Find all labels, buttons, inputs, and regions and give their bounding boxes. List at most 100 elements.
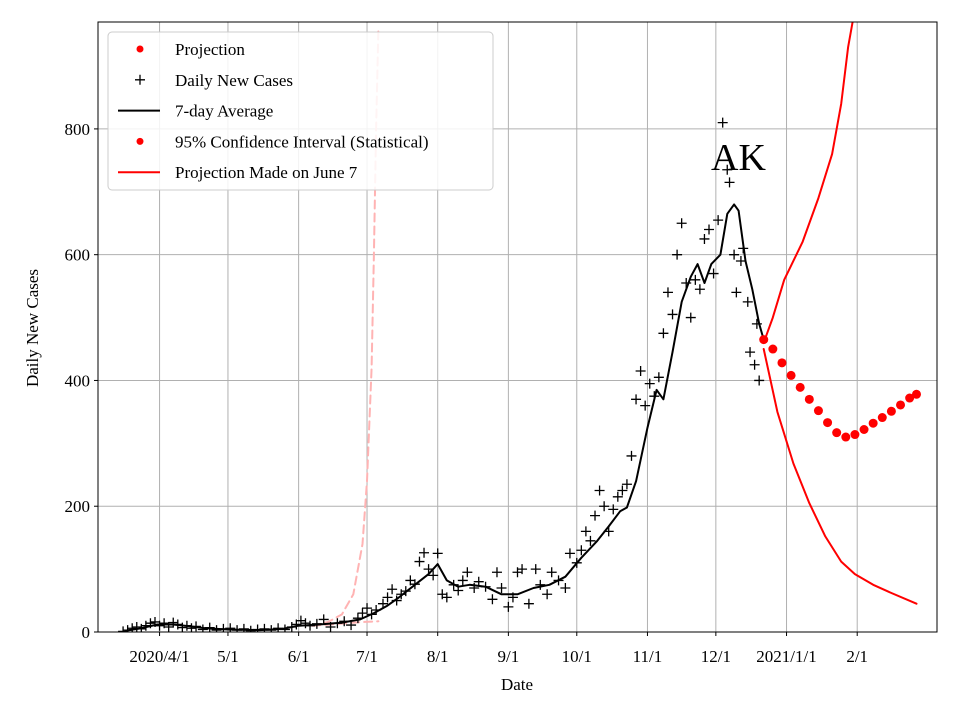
daily-new-cases-point	[357, 608, 368, 619]
legend-label-7-day-average: 7-day Average	[175, 102, 273, 121]
legend-label-daily-new-cases: Daily New Cases	[175, 71, 293, 90]
projection-point	[886, 406, 896, 416]
daily-new-cases-point	[530, 564, 541, 575]
daily-new-cases-point	[238, 623, 249, 632]
projection-point	[905, 393, 915, 403]
x-tick-label: 9/1	[498, 647, 520, 666]
daily-new-cases-point	[603, 526, 614, 537]
daily-new-cases-point	[681, 277, 692, 288]
daily-new-cases-point	[414, 556, 425, 567]
daily-new-cases-point	[409, 579, 420, 590]
daily-new-cases-point	[122, 625, 133, 632]
daily-new-cases-point	[735, 255, 746, 266]
daily-new-cases-point	[708, 268, 719, 279]
daily-new-cases-point	[590, 510, 601, 521]
daily-new-cases-point	[453, 585, 464, 596]
daily-new-cases-point	[754, 375, 765, 386]
daily-new-cases-point	[523, 598, 534, 609]
x-tick-label: 12/1	[701, 647, 731, 666]
daily-new-cases-point	[163, 621, 174, 632]
legend: Projection Daily New Cases 7-day Average 95…	[107, 31, 494, 191]
daily-new-cases-point	[635, 366, 646, 377]
daily-new-cases-point	[245, 625, 256, 632]
daily-new-cases-point	[457, 575, 468, 586]
daily-new-cases-point	[191, 621, 202, 632]
daily-new-cases-point	[377, 598, 388, 609]
daily-new-cases-point	[259, 623, 270, 632]
daily-new-cases-point	[311, 618, 322, 629]
daily-new-cases-point	[145, 618, 156, 629]
x-tick-label: 10/1	[562, 647, 592, 666]
x-tick-label: 5/1	[217, 647, 239, 666]
daily-new-cases-point	[608, 504, 619, 515]
projection-point	[813, 406, 823, 416]
legend-label-projection-made-on-june-7: Projection Made on June 7	[175, 163, 358, 182]
daily-new-cases-point	[204, 622, 215, 632]
daily-new-cases-point	[428, 570, 439, 581]
95-confidence-interval-statistical-line-lower	[762, 348, 918, 605]
daily-new-cases-point	[571, 557, 582, 568]
projection-point	[795, 382, 805, 392]
legend-label-95-confidence-interval-statistical: 95% Confidence Interval (Statistical)	[175, 132, 429, 151]
x-tick-label: 2/1	[846, 647, 868, 666]
state-annotation: AK	[711, 137, 766, 179]
daily-new-cases-point	[181, 620, 192, 631]
7-day-average-line	[124, 203, 765, 632]
daily-new-cases-point	[177, 622, 188, 632]
daily-new-cases-point	[462, 567, 473, 578]
daily-new-cases-point	[441, 592, 452, 603]
daily-new-cases-point	[731, 287, 742, 298]
daily-new-cases-point	[560, 582, 571, 593]
daily-new-cases-point	[685, 312, 696, 323]
x-tick-label: 8/1	[427, 647, 449, 666]
daily-new-cases-point	[318, 614, 329, 625]
daily-new-cases-point	[168, 617, 179, 628]
daily-new-cases-point	[667, 309, 678, 320]
daily-new-cases-point	[738, 243, 749, 254]
daily-new-cases-point	[585, 535, 596, 546]
daily-new-cases-point	[729, 249, 740, 260]
daily-new-cases-point	[496, 582, 507, 593]
daily-new-cases-point	[391, 595, 402, 606]
projection-point	[804, 394, 814, 404]
daily-new-cases-point	[480, 581, 491, 592]
y-tick-label: 600	[65, 246, 91, 265]
daily-new-cases-point	[473, 576, 484, 587]
projection-point	[786, 370, 796, 380]
daily-new-cases-point	[517, 564, 528, 575]
y-tick-label: 0	[82, 623, 91, 642]
daily-new-cases-point	[722, 164, 733, 175]
daily-new-cases-point	[676, 218, 687, 229]
daily-new-cases-point	[400, 586, 411, 597]
daily-new-cases-point	[672, 249, 683, 260]
daily-new-cases-point	[371, 604, 382, 615]
daily-new-cases-point	[542, 589, 553, 600]
projection-point	[823, 418, 833, 428]
projection-made-on-june-7-line	[311, 27, 380, 627]
projection-point	[877, 413, 887, 423]
daily-new-cases-point	[325, 621, 336, 632]
daily-new-cases-point	[713, 215, 724, 226]
x-axis-label: Date	[501, 675, 533, 694]
projection-point	[777, 358, 787, 368]
x-tick-label: 2020/4/1	[129, 647, 189, 666]
daily-new-cases-point	[432, 548, 443, 559]
daily-new-cases-point	[580, 526, 591, 537]
plot-frame	[97, 21, 938, 633]
daily-new-cases-point	[448, 579, 459, 590]
y-ticks: 0 200 400 600 800	[65, 120, 98, 642]
x-tick-label: 7/1	[356, 647, 378, 666]
daily-new-cases-point	[546, 567, 557, 578]
daily-new-cases-point	[286, 621, 297, 632]
x-tick-label: 11/1	[633, 647, 663, 666]
daily-new-cases-point	[346, 620, 357, 631]
daily-new-cases-point	[621, 479, 632, 490]
legend-marker-projection	[136, 45, 144, 53]
daily-new-cases-point	[118, 626, 129, 632]
daily-new-cases-point	[594, 485, 605, 496]
daily-new-cases-point	[749, 359, 760, 370]
projection-point	[759, 335, 769, 345]
daily-new-cases-point	[266, 625, 277, 632]
legend-box	[107, 31, 494, 191]
daily-new-cases-point	[742, 296, 753, 307]
